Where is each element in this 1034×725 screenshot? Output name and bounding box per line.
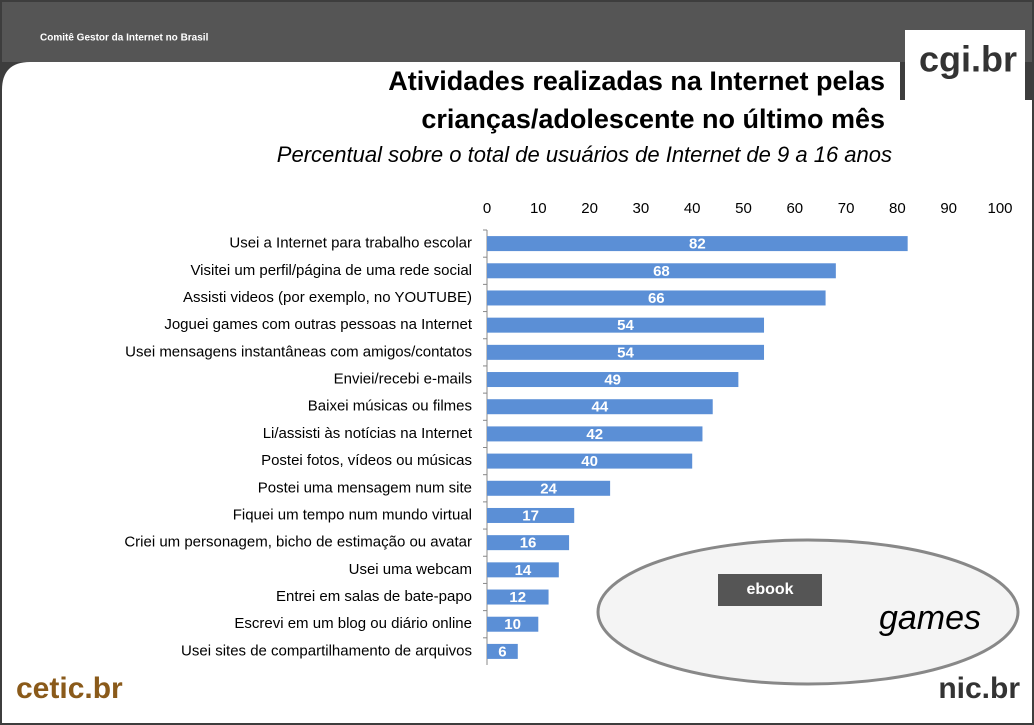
bar bbox=[487, 344, 765, 360]
logo: cetic.br bbox=[16, 672, 123, 705]
illustration-frame bbox=[596, 538, 1020, 686]
x-tick-label: 50 bbox=[735, 200, 752, 217]
value-label: 24 bbox=[540, 480, 557, 497]
value-label: 54 bbox=[617, 344, 634, 361]
y-tick-label: Escrevi em um blog ou diário online bbox=[234, 615, 472, 632]
badge bbox=[718, 574, 822, 606]
org-name: Comitê Gestor da Internet no Brasil bbox=[40, 33, 209, 44]
value-label: 16 bbox=[520, 535, 537, 552]
value-label: 82 bbox=[689, 236, 706, 253]
illustration-caption: games bbox=[879, 599, 981, 637]
bar bbox=[487, 480, 611, 496]
bar bbox=[487, 426, 703, 442]
y-tick-label: Usei uma webcam bbox=[349, 561, 472, 578]
value-label: 49 bbox=[604, 372, 621, 389]
y-tick-label: Usei mensagens instantâneas com amigos/c… bbox=[125, 343, 472, 360]
y-tick-label: Joguei games com outras pessoas na Inter… bbox=[164, 316, 473, 333]
bar bbox=[487, 589, 549, 605]
bar bbox=[487, 562, 559, 578]
value-label: 10 bbox=[504, 616, 521, 633]
y-tick-label: Criei um personagem, bicho de estimação … bbox=[124, 534, 472, 551]
x-tick-label: 70 bbox=[838, 200, 855, 217]
y-tick-label: Assisti videos (por exemplo, no YOUTUBE) bbox=[183, 289, 472, 306]
value-label: 66 bbox=[648, 290, 665, 307]
x-tick-label: 60 bbox=[786, 200, 803, 217]
y-tick-label: Postei fotos, vídeos ou músicas bbox=[261, 452, 472, 469]
bar bbox=[487, 236, 908, 252]
bar bbox=[487, 263, 836, 279]
x-tick-label: 100 bbox=[987, 200, 1012, 217]
logo-box bbox=[905, 30, 1025, 100]
bar bbox=[487, 616, 539, 632]
x-tick-label: 40 bbox=[684, 200, 701, 217]
bar bbox=[487, 535, 570, 551]
bar bbox=[487, 317, 765, 333]
y-tick-label: Fiquei um tempo num mundo virtual bbox=[233, 506, 472, 523]
value-label: 42 bbox=[586, 426, 603, 443]
logo: nic.br bbox=[938, 672, 1020, 705]
x-tick-label: 0 bbox=[483, 200, 491, 217]
logo: cgi.br bbox=[919, 39, 1017, 80]
value-label: 14 bbox=[515, 562, 532, 579]
x-tick-label: 10 bbox=[530, 200, 547, 217]
chart-title: Atividades realizadas na Internet pelas … bbox=[388, 66, 885, 134]
value-label: 68 bbox=[653, 263, 670, 280]
y-tick-label: Postei uma mensagem num site bbox=[258, 479, 472, 496]
chart-subtitle: Percentual sobre o total de usuários de … bbox=[276, 142, 892, 167]
y-tick-label: Li/assisti às notícias na Internet bbox=[263, 425, 473, 442]
bar bbox=[487, 399, 713, 415]
y-tick-label: Visitei um perfil/página de uma rede soc… bbox=[190, 262, 472, 279]
bar bbox=[487, 453, 693, 469]
x-tick-label: 80 bbox=[889, 200, 906, 217]
x-tick-label: 90 bbox=[940, 200, 957, 217]
value-label: 17 bbox=[522, 507, 539, 524]
header-bar bbox=[2, 2, 1032, 62]
y-tick-label: Baixei músicas ou filmes bbox=[308, 398, 472, 415]
bar bbox=[487, 372, 739, 388]
y-tick-label: Enviei/recebi e-mails bbox=[334, 371, 472, 388]
x-tick-label: 20 bbox=[581, 200, 598, 217]
bar bbox=[487, 643, 518, 659]
badge-text: ebook bbox=[746, 581, 793, 598]
value-label: 40 bbox=[581, 453, 598, 470]
value-label: 44 bbox=[592, 399, 609, 416]
value-label: 6 bbox=[498, 643, 506, 660]
y-tick-label: Usei sites de compartilhamento de arquiv… bbox=[181, 642, 472, 659]
value-label: 54 bbox=[617, 317, 634, 334]
x-tick-label: 30 bbox=[633, 200, 650, 217]
y-tick-label: Usei a Internet para trabalho escolar bbox=[229, 235, 472, 252]
bar bbox=[487, 290, 826, 306]
y-tick-label: Entrei em salas de bate-papo bbox=[276, 588, 472, 605]
bar bbox=[487, 507, 575, 523]
value-label: 12 bbox=[509, 589, 526, 606]
